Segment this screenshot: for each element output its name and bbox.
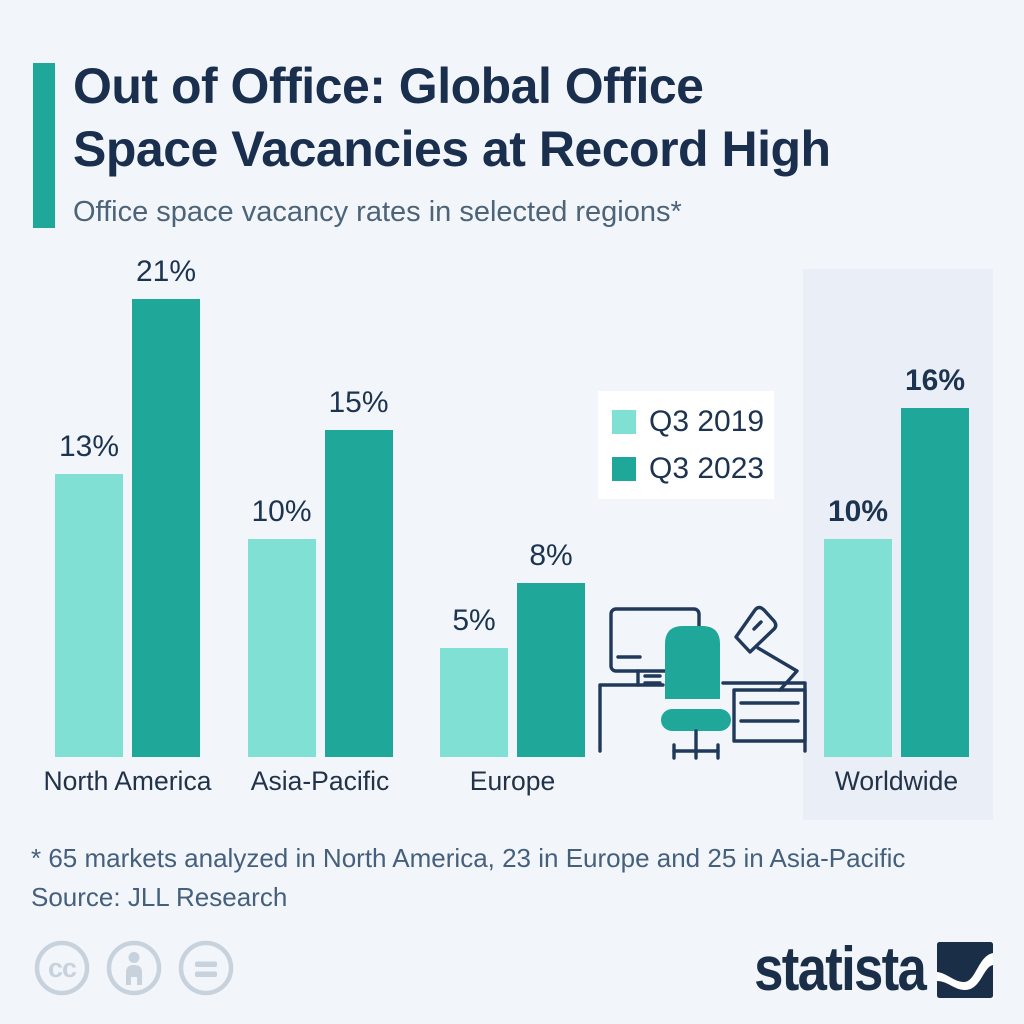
value-label: 5% <box>452 604 496 637</box>
chart-title-line2: Space Vacancies at Record High <box>73 121 831 177</box>
bar-north-america-q3-2019 <box>55 474 123 757</box>
cc-icon[interactable]: cc <box>33 939 91 997</box>
bar-europe-q3-2019 <box>440 648 508 757</box>
office-chair-icon <box>661 626 731 760</box>
legend-swatch <box>612 409 636 434</box>
desk-lamp-icon <box>734 605 799 692</box>
bar-asia-pacific-q3-2023 <box>324 430 393 757</box>
svg-text:cc: cc <box>48 953 77 983</box>
statista-logo[interactable]: statista <box>724 935 993 1004</box>
bar-europe-q3-2023 <box>517 583 585 757</box>
value-label: 10% <box>251 495 312 528</box>
value-label: 15% <box>328 386 389 419</box>
legend-label: Q3 2019 <box>649 404 765 438</box>
category-label-worldwide: Worldwide <box>834 766 959 796</box>
no-derivatives-icon[interactable] <box>177 939 235 997</box>
value-label: 10% <box>827 495 889 528</box>
desk-icon <box>598 681 807 753</box>
value-label: 13% <box>58 430 120 463</box>
legend-item: Q3 2023 <box>612 452 774 486</box>
category-label-north-america: North America <box>43 766 212 796</box>
value-label: 8% <box>529 539 573 572</box>
license-icons: cc <box>33 939 235 997</box>
value-label: 21% <box>135 255 197 288</box>
title-accent-bar <box>33 63 55 228</box>
bar-north-america-q3-2023 <box>132 299 200 757</box>
bar-worldwide-q3-2019 <box>824 539 892 757</box>
legend-item: Q3 2019 <box>612 405 774 439</box>
value-label: 16% <box>904 364 966 397</box>
bar-worldwide-q3-2023 <box>901 408 969 757</box>
chart-title-line1: Out of Office: Global Office <box>73 58 704 114</box>
chart-subtitle: Office space vacancy rates in selected r… <box>73 196 682 228</box>
attribution-icon[interactable] <box>105 939 163 997</box>
chart-title: Out of Office: Global Office Space Vacan… <box>73 55 1013 181</box>
legend-label: Q3 2023 <box>649 451 765 485</box>
statista-logo-mark <box>937 942 993 998</box>
legend-swatch <box>612 456 636 481</box>
office-desk-illustration <box>598 605 807 760</box>
legend: Q3 2019 Q3 2023 <box>598 391 774 499</box>
category-label-europe: Europe <box>469 766 556 796</box>
source: Source: JLL Research <box>31 882 288 912</box>
statista-wordmark: statista <box>754 935 927 1004</box>
footnote: * 65 markets analyzed in North America, … <box>31 843 906 873</box>
category-label-asia-pacific: Asia-Pacific <box>250 766 390 796</box>
bar-asia-pacific-q3-2019 <box>247 539 316 757</box>
